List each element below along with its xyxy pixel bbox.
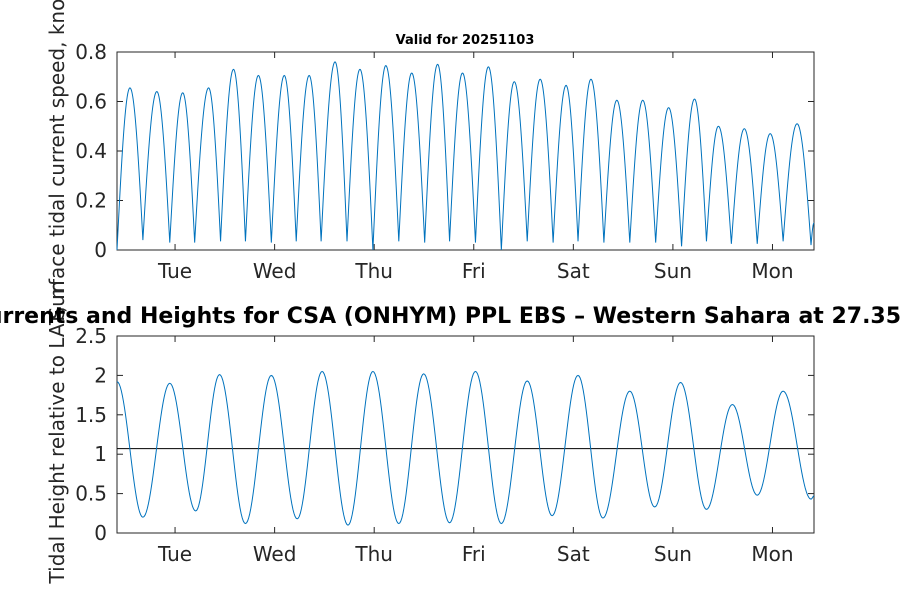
y-tick-label: 0.4 xyxy=(75,139,107,163)
y-tick-label: 2 xyxy=(94,363,107,387)
x-tick-label: Tue xyxy=(157,259,192,283)
figure-title: Tidal Currents and Heights for CSA (ONHY… xyxy=(0,304,900,329)
x-tick-label: Sun xyxy=(654,259,692,283)
x-tick-label: Tue xyxy=(157,542,192,566)
current-speed-line xyxy=(116,61,815,251)
x-tick-label: Sat xyxy=(557,542,590,566)
tidal-height-y-ticks: 0 0.5 1 1.5 2 2.5 xyxy=(75,324,814,545)
tidal-height-axes: 0 0.5 1 1.5 2 2.5 Tue Wed Thu Fri Sat Sun Mon Tidal… xyxy=(45,281,815,585)
current-speed-title: Valid for 20251103 xyxy=(396,33,535,48)
y-tick-label: 2.5 xyxy=(75,324,107,348)
current-speed-x-ticks: Tue Wed Thu Fri Sat Sun Mon xyxy=(157,52,794,283)
y-tick-label: 0.6 xyxy=(75,90,107,114)
x-tick-label: Fri xyxy=(462,259,486,283)
x-tick-label: Thu xyxy=(354,542,393,566)
tidal-height-y-label: Tidal Height relative to LAT, m xyxy=(45,281,69,585)
y-tick-label: 0.8 xyxy=(75,40,107,64)
y-tick-label: 1 xyxy=(94,442,107,466)
y-tick-label: 0.5 xyxy=(75,482,107,506)
tidal-height-line xyxy=(116,370,815,526)
x-tick-label: Mon xyxy=(751,259,793,283)
x-tick-label: Sat xyxy=(557,259,590,283)
tidal-height-x-ticks: Tue Wed Thu Fri Sat Sun Mon xyxy=(157,336,794,566)
x-tick-label: Mon xyxy=(751,542,793,566)
tidal-height-plot-area xyxy=(116,335,815,534)
y-tick-label: 1.5 xyxy=(75,403,107,427)
x-tick-label: Wed xyxy=(253,259,297,283)
current-speed-axes: 0 0.2 0.4 0.6 0.8 Tue Wed Thu Fri Sat Sun Mon Vali… xyxy=(45,0,815,320)
current-speed-y-ticks: 0 0.2 0.4 0.6 0.8 xyxy=(75,40,814,262)
x-tick-label: Sun xyxy=(654,542,692,566)
y-tick-label: 0 xyxy=(94,521,107,545)
x-tick-label: Wed xyxy=(253,542,297,566)
x-tick-label: Fri xyxy=(462,542,486,566)
current-speed-y-label: Surface tidal current speed, knots xyxy=(45,0,69,320)
y-tick-label: 0 xyxy=(94,238,107,262)
x-tick-label: Thu xyxy=(354,259,393,283)
y-tick-label: 0.2 xyxy=(75,189,107,213)
